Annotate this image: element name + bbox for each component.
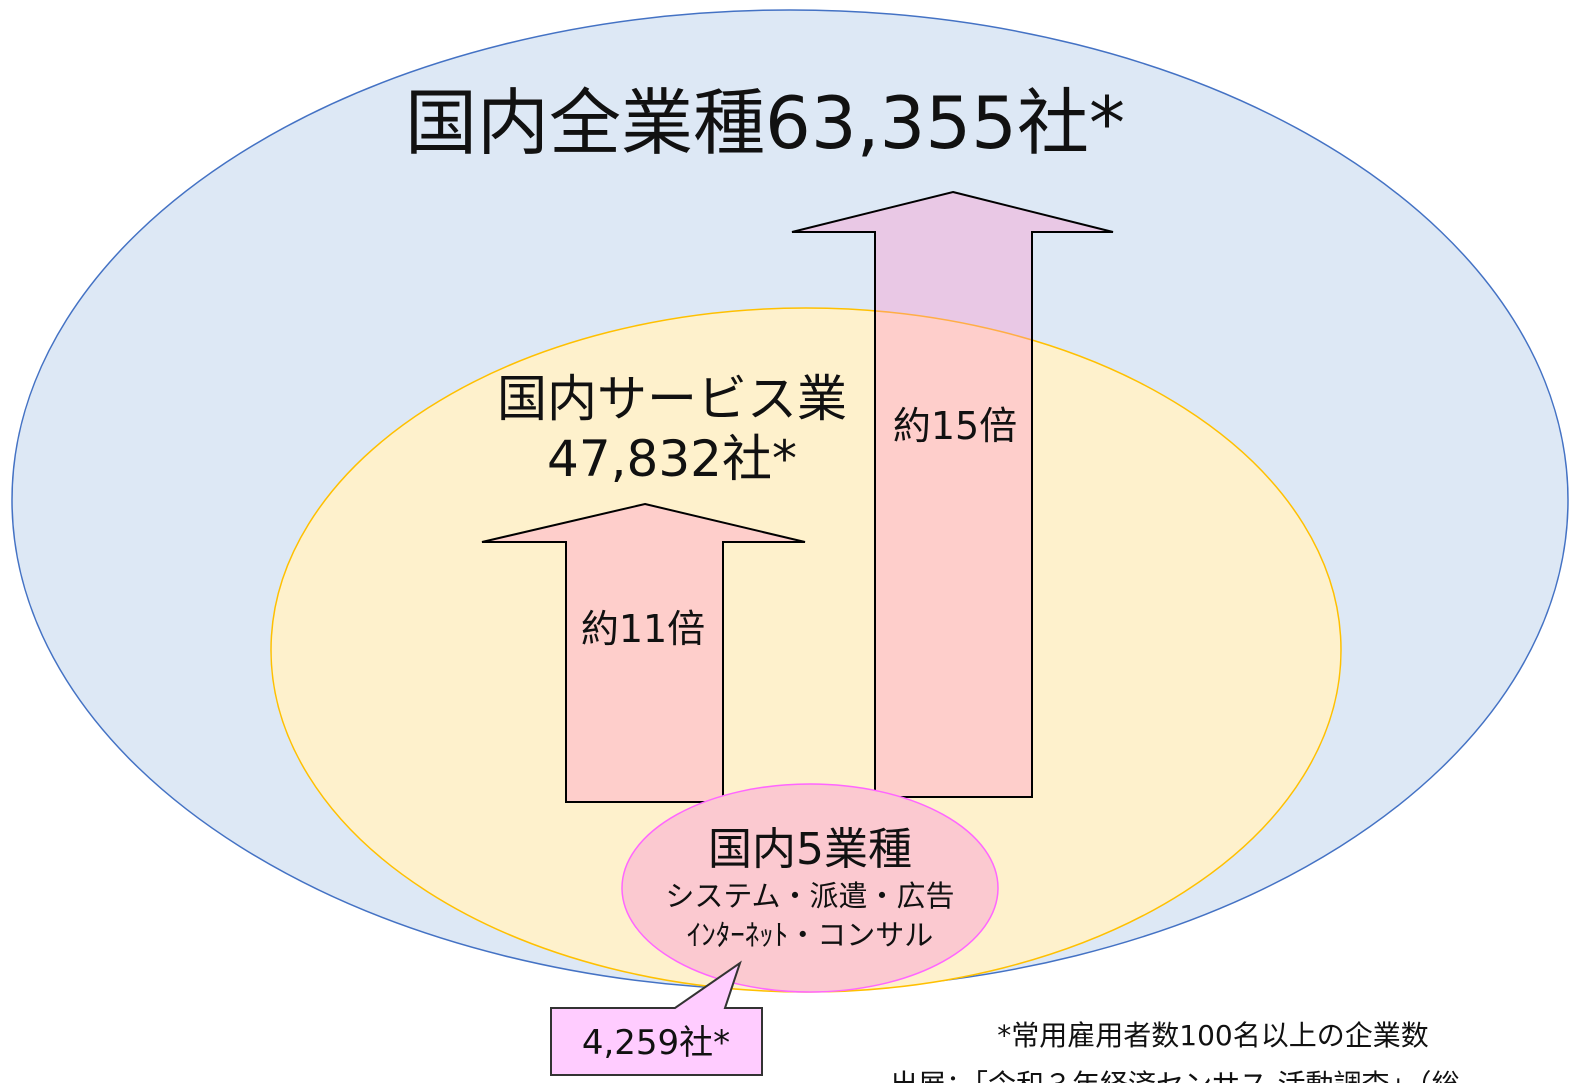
inner-sub: システム・派遣・広告: [665, 879, 954, 913]
middle-label: 国内サービス業: [497, 370, 847, 428]
outer-label: 国内全業種63,355社*: [405, 81, 1125, 165]
inner-ellipse: [621, 783, 999, 993]
middle-label: 47,832社*: [547, 430, 797, 488]
callout-label: 4,259社*: [582, 1023, 730, 1063]
inner-sub: ｲﾝﾀｰﾈｯﾄ・コンサル: [687, 918, 934, 952]
callout: [550, 960, 763, 1076]
note: *常用雇用者数100名以上の企業数: [997, 1019, 1428, 1052]
arrow-label: 約15倍: [893, 404, 1017, 448]
arrow-large: [791, 190, 1114, 798]
source-note: 出展：「令和３年経済センサス‐活動調査」（総: [890, 1068, 1460, 1083]
arrow-small: [481, 502, 806, 803]
arrow-label: 約11倍: [581, 607, 705, 651]
inner-label: 国内5業種: [708, 824, 912, 875]
